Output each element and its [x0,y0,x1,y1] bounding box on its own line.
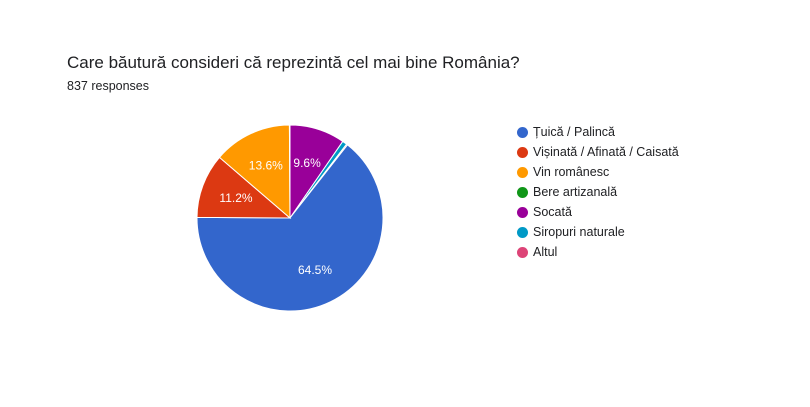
legend-item-socata[interactable]: Socată [517,202,679,222]
data-label-tuica-palinca: 64.5% [298,263,332,277]
legend-swatch [517,166,528,178]
legend-swatch [517,246,528,258]
data-label-visinata-afinata-caisata: 11.2% [219,191,252,205]
legend-swatch [517,126,528,138]
legend-label: Socată [533,205,572,219]
pie-slice-visinata-afinata-caisata[interactable] [196,156,292,219]
legend-label: Vișinată / Afinată / Caisată [533,145,679,159]
legend: Țuică / Palincă Vișinată / Afinată / Cais… [517,122,679,262]
pie-data-labels: 9.6% 64.5% 11.2% 13.6% [219,156,332,277]
pie-slices [196,124,384,312]
pie-slice-tuica-palinca[interactable] [196,144,384,312]
legend-item-bere-artizanala[interactable]: Bere artizanală [517,182,679,202]
data-label-vin-romanesc: 13.6% [249,159,283,173]
question-title: Care băutură consideri că reprezintă cel… [67,53,520,72]
legend-label: Țuică / Palincă [533,125,615,139]
legend-swatch [517,206,528,218]
pie-slice-vin-romanesc[interactable] [218,124,291,220]
legend-swatch [517,146,528,158]
legend-label: Siropuri naturale [533,225,625,239]
legend-label: Vin românesc [533,165,610,179]
legend-label: Bere artizanală [533,185,618,199]
legend-label: Altul [533,245,558,259]
response-count: 837 responses [67,79,150,93]
legend-swatch [517,186,528,198]
legend-item-siropuri-naturale[interactable]: Siropuri naturale [517,222,679,242]
legend-item-tuica-palinca[interactable]: Țuică / Palincă [517,122,679,142]
legend-item-altul[interactable]: Altul [517,242,679,262]
data-label-socata: 9.6% [293,156,321,170]
legend-swatch [517,226,528,238]
pie-slice-bere-artizanala[interactable] [288,124,291,219]
legend-item-vin-romanesc[interactable]: Vin românesc [517,162,679,182]
legend-item-visinata-afinata-caisata[interactable]: Vișinată / Afinată / Caisată [517,142,679,162]
